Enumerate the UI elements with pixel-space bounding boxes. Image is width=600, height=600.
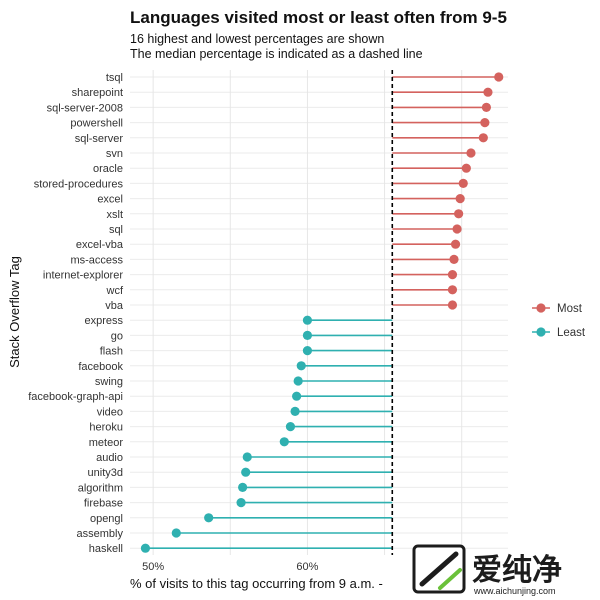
y-tick-label: audio [96, 452, 123, 464]
lollipop-point-haskell [140, 543, 151, 553]
lollipop-point-tsql [494, 72, 504, 82]
lollipop-point-excel-vba [450, 239, 461, 249]
y-tick-label: flash [100, 346, 123, 358]
legend-key-point [536, 327, 546, 337]
lollipop-point-meteor [279, 437, 289, 447]
chart-subtitle-line-1: 16 highest and lowest percentages are sh… [130, 32, 384, 46]
lollipop-point-heroku [285, 422, 296, 432]
y-tick-label: haskell [89, 543, 123, 555]
lollipop-point-svn [466, 148, 476, 158]
lollipop-point-excel [455, 194, 465, 204]
lollipop-point-powershell [480, 118, 490, 128]
lollipop-point-go [302, 330, 313, 340]
y-tick-label: video [97, 406, 123, 418]
y-tick-label: sql-server [75, 133, 124, 145]
lollipop-point-sql [452, 224, 462, 234]
y-tick-label: ms-access [70, 254, 123, 266]
y-tick-label: stored-procedures [34, 178, 124, 190]
lollipop-point-facebook-graph-api [292, 391, 302, 401]
y-tick-label: powershell [70, 118, 123, 130]
lollipop-point-sql-server-2008 [481, 102, 491, 112]
y-tick-label: sql [109, 224, 123, 236]
lollipop-point-opengl [204, 513, 214, 523]
watermark: 爱纯净 www.aichunjing.com [412, 544, 562, 596]
chart-marks [140, 70, 504, 555]
y-tick-label: sharepoint [72, 87, 123, 99]
lollipop-point-vba [447, 300, 458, 310]
y-axis-title: Stack Overflow Tag [7, 256, 22, 368]
y-tick-label: excel-vba [76, 239, 124, 251]
legend: Most Least [532, 303, 586, 339]
y-tick-label: sql-server-2008 [47, 102, 123, 114]
lollipop-point-audio [242, 452, 252, 462]
y-tick-label: firebase [84, 498, 123, 510]
y-tick-label: tsql [106, 72, 123, 84]
y-tick-label: go [111, 330, 123, 342]
y-tick-label: opengl [90, 513, 123, 525]
y-tick-label: xslt [107, 209, 124, 221]
lollipop-point-express [302, 315, 313, 325]
lollipop-point-xslt [454, 209, 464, 219]
watermark-logo-icon [412, 544, 466, 594]
watermark-text: 爱纯净 [472, 553, 562, 587]
lollipop-point-flash [302, 346, 313, 356]
legend-label: Least [557, 327, 586, 339]
chart-title: Languages visited most or least often fr… [130, 8, 507, 27]
lollipop-point-wcf [447, 285, 458, 295]
lollipop-point-stored-procedures [458, 178, 468, 188]
y-tick-label: excel [97, 194, 123, 206]
y-tick-label: heroku [89, 422, 123, 434]
tick-labels: tsql sharepoint sql-server-2008 powershell s… [28, 72, 318, 573]
y-tick-label: swing [95, 376, 123, 388]
lollipop-point-sql-server [478, 133, 488, 143]
y-tick-label: algorithm [78, 482, 123, 494]
y-tick-label: facebook [78, 361, 123, 373]
y-tick-label: internet-explorer [43, 270, 123, 282]
x-tick-label: 50% [142, 561, 164, 573]
lollipop-point-video [290, 406, 300, 416]
lollipop-point-firebase [236, 498, 246, 508]
lollipop-point-internet-explorer [447, 270, 458, 280]
watermark-url: www.aichunjing.com [473, 586, 556, 596]
y-tick-label: wcf [106, 285, 124, 297]
y-tick-label: meteor [89, 437, 124, 449]
y-tick-label: vba [105, 300, 124, 312]
chart-subtitle-line-2: The median percentage is indicated as a … [130, 47, 423, 61]
lollipop-point-assembly [171, 528, 181, 538]
x-tick-label: 60% [296, 561, 318, 573]
lollipop-point-algorithm [238, 482, 248, 492]
grid-lines [130, 70, 508, 555]
legend-key-point [536, 303, 546, 313]
lollipop-point-unity3d [241, 467, 251, 477]
x-axis-title: % of visits to this tag occurring from 9… [130, 576, 383, 591]
y-tick-label: oracle [93, 163, 123, 175]
y-tick-label: unity3d [88, 467, 123, 479]
lollipop-point-facebook [296, 361, 306, 371]
lollipop-point-ms-access [449, 254, 459, 264]
y-tick-label: express [84, 315, 123, 327]
legend-label: Most [557, 303, 583, 315]
lollipop-point-oracle [461, 163, 471, 173]
y-tick-label: svn [106, 148, 123, 160]
y-tick-label: assembly [77, 528, 124, 540]
lollipop-point-swing [293, 376, 303, 386]
lollipop-point-sharepoint [483, 87, 493, 97]
y-tick-label: facebook-graph-api [28, 391, 123, 403]
